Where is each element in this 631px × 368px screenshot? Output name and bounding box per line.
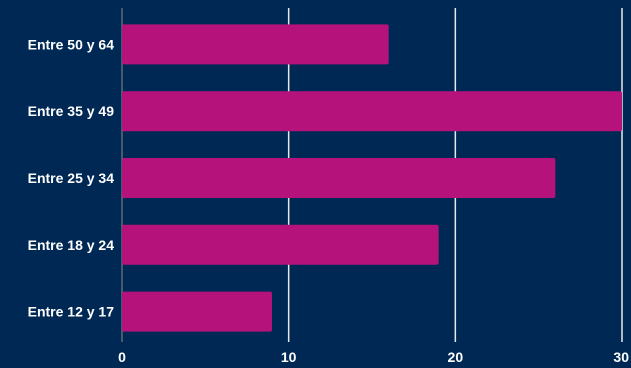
bar-layer bbox=[122, 24, 622, 332]
x-tick-label: 30 bbox=[613, 349, 629, 365]
category-label: Entre 25 y 34 bbox=[28, 170, 115, 186]
category-label: Entre 50 y 64 bbox=[28, 36, 115, 52]
category-label: Entre 18 y 24 bbox=[28, 237, 115, 253]
category-labels: Entre 50 y 64 Entre 35 y 49 Entre 25 y 34 E… bbox=[28, 36, 115, 319]
bar-1 bbox=[122, 24, 389, 65]
x-tick-label: 0 bbox=[118, 349, 126, 365]
x-tick-label: 20 bbox=[448, 349, 464, 365]
category-label: Entre 12 y 17 bbox=[28, 304, 115, 320]
category-label: Entre 35 y 49 bbox=[28, 103, 115, 119]
bar-2 bbox=[122, 91, 622, 132]
bar-4 bbox=[122, 224, 439, 265]
bar-5 bbox=[122, 291, 272, 332]
x-tick-label: 10 bbox=[281, 349, 297, 365]
x-tick-labels: 0 10 20 30 bbox=[118, 349, 629, 365]
bar-3 bbox=[122, 158, 556, 198]
